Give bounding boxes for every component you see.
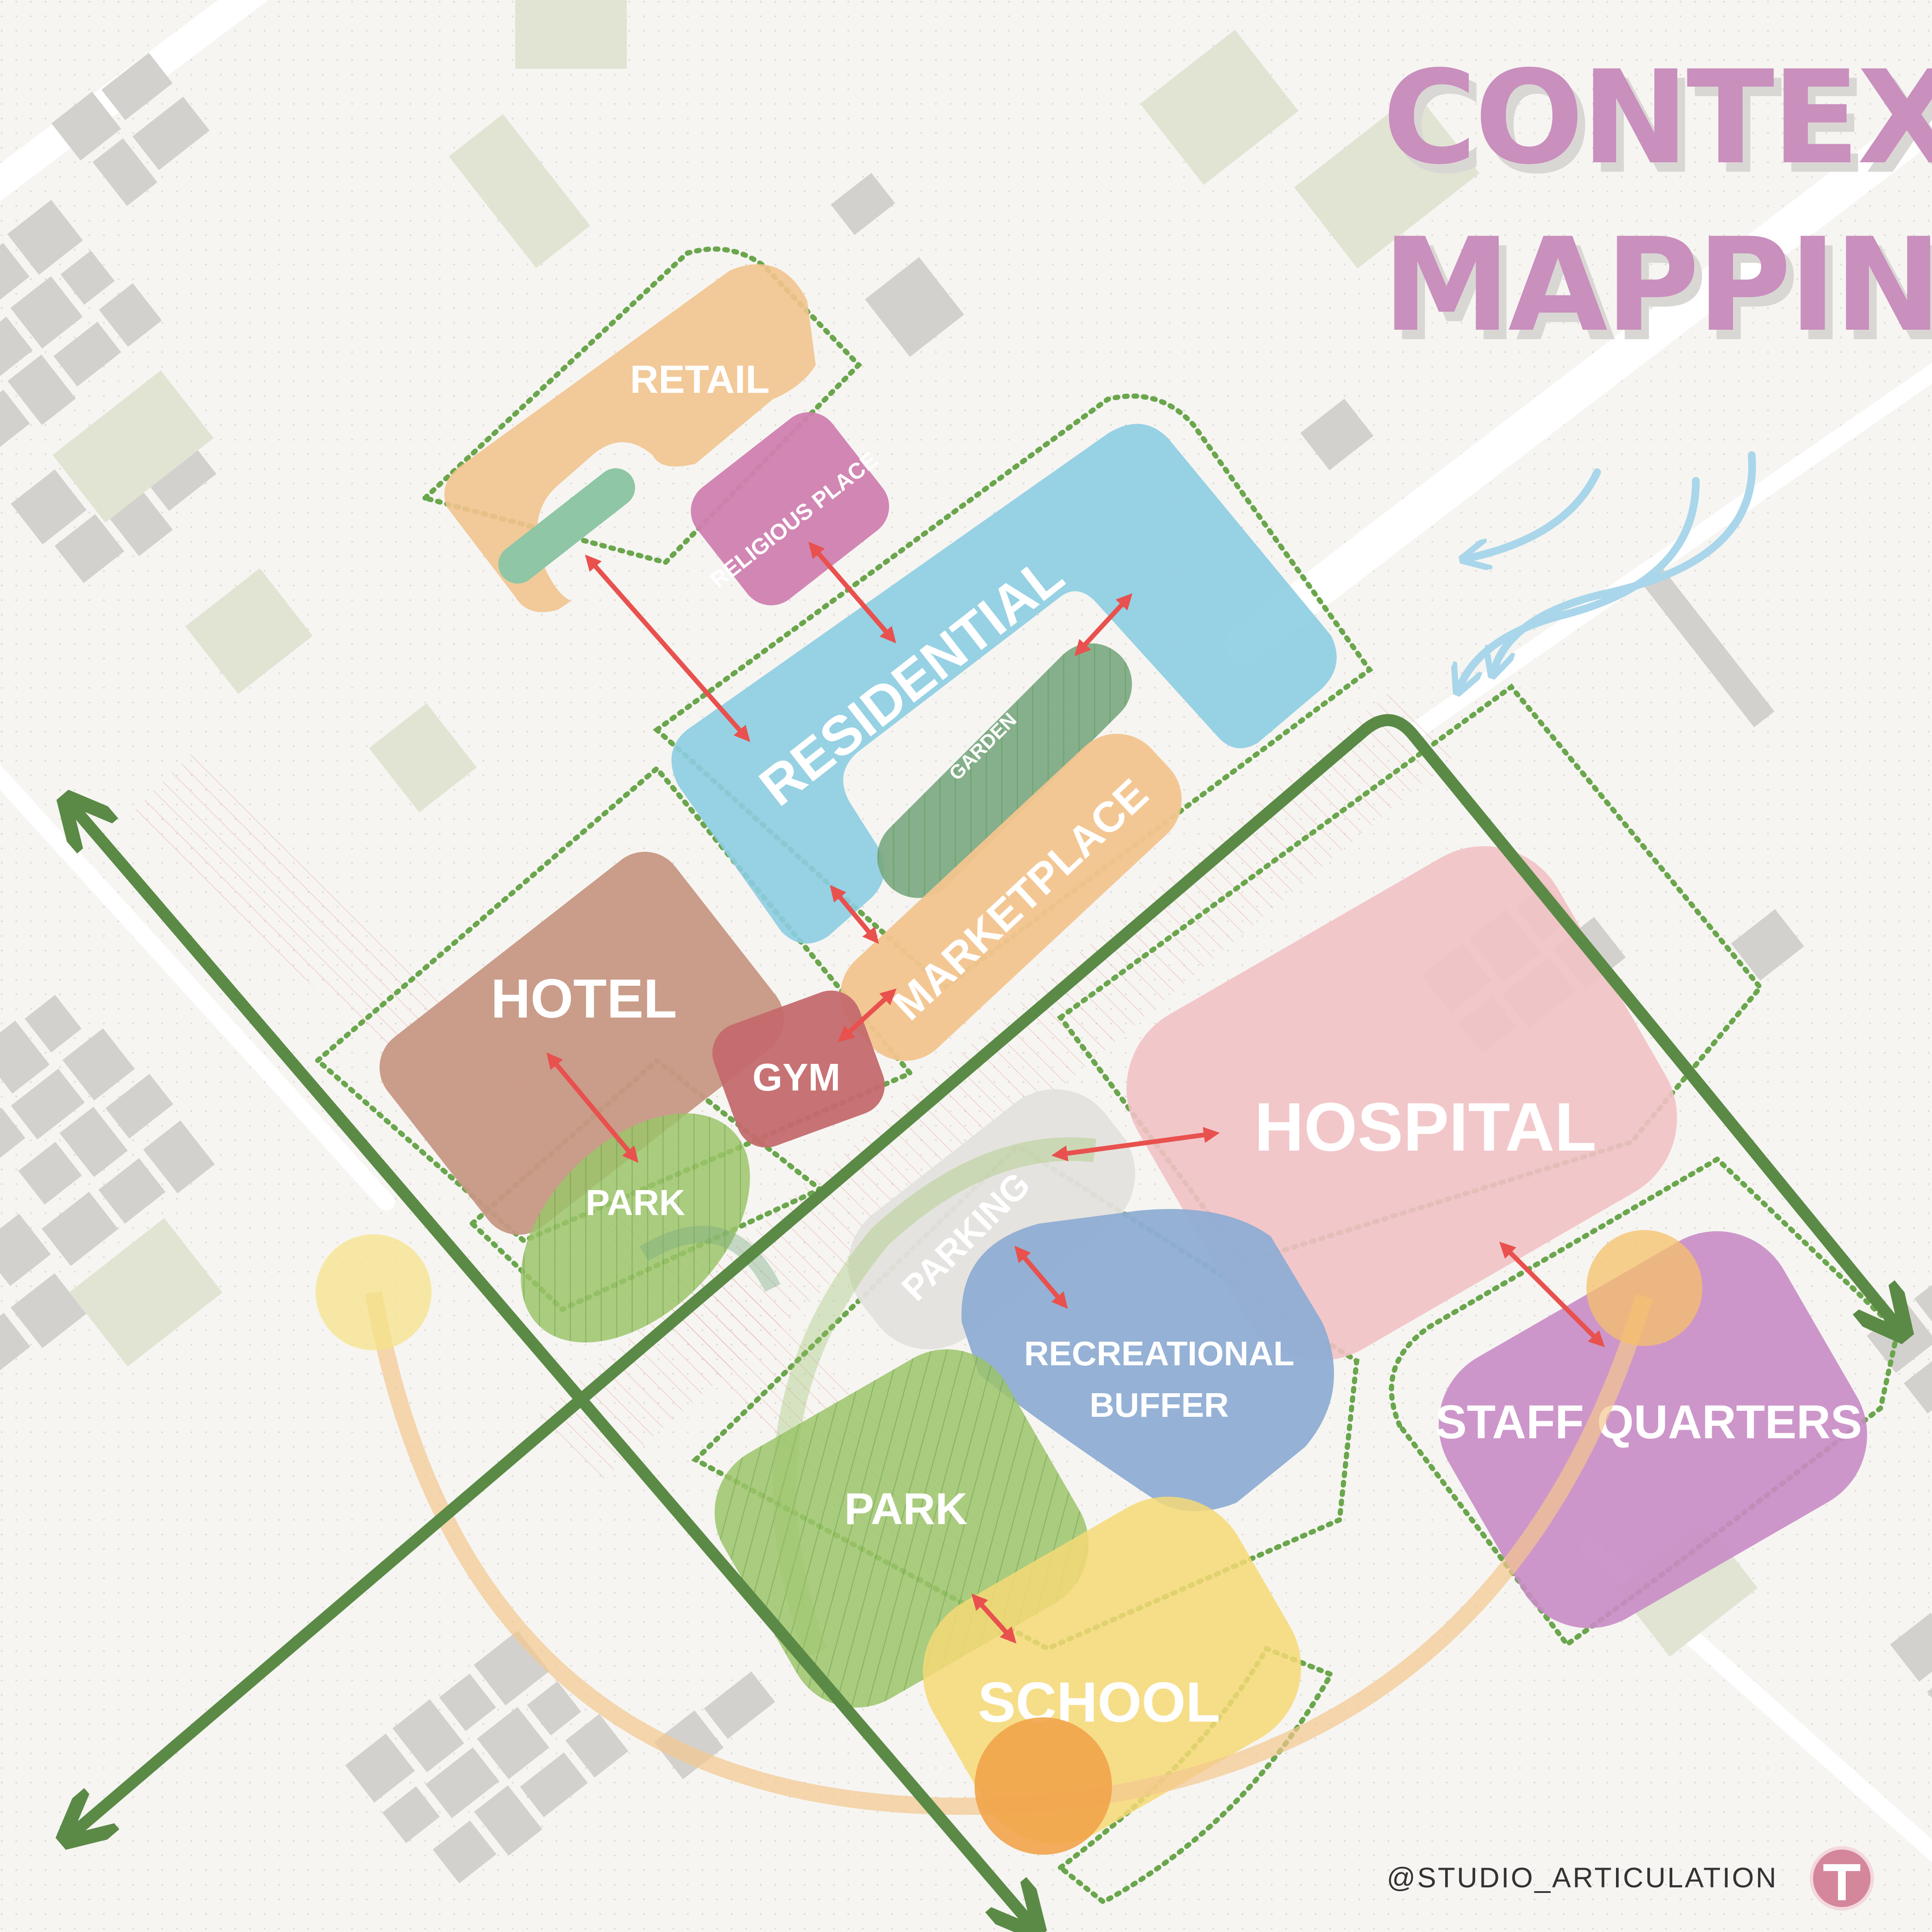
hospital-label: HOSPITAL [1254,1088,1596,1165]
connection-arrows [546,541,1605,1644]
retail-label: RETAIL [630,358,769,401]
hotel-label: HOTEL [491,968,677,1030]
wind-direction-arrows [1460,451,1756,687]
retail-zone[interactable]: RETAIL [444,264,816,612]
credit-handle: @STUDIO_ARTICULATION [1387,1862,1778,1893]
gym-label: GYM [752,1056,840,1099]
studio-logo-icon [1810,1846,1874,1911]
node-west [316,1234,431,1350]
node-east [1586,1230,1702,1346]
title-line-1: CONTEXT [1382,43,1932,193]
node-south [975,1717,1112,1855]
park-north-label: PARK [586,1182,685,1223]
staff-quarters-label: STAFF QUARTERS [1435,1396,1862,1449]
main-roads [73,714,1898,1923]
title-line-2: MAPPING [1382,210,1932,360]
park-south-label: PARK [844,1484,968,1534]
recreational-label-line2: BUFFER [1090,1386,1229,1424]
logo-stem [1838,1864,1846,1900]
page-title: CONTEXT MAPPING [1382,34,1932,369]
recreational-label-line1: RECREATIONAL [1024,1334,1294,1373]
